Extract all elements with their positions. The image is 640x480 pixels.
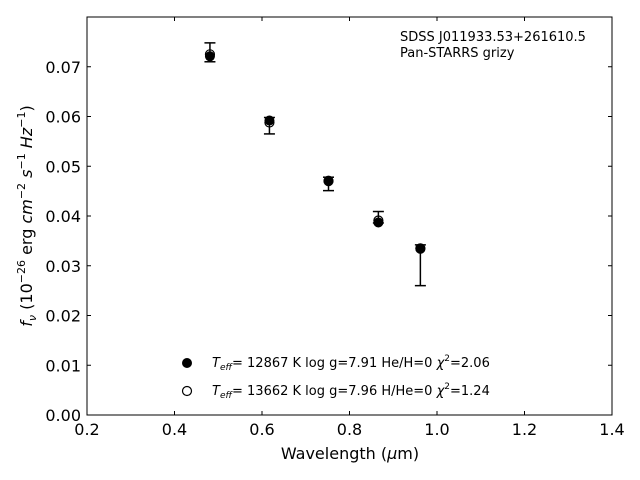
plot-frame [86, 16, 613, 416]
legend: Teff= 12867 K log g=7.91 He/H=0 χ2=2.06 … [181, 354, 490, 401]
x-axis-label: Wavelength (μm) [281, 444, 419, 463]
annotation-line-2: Pan-STARRS grizy [400, 46, 515, 61]
legend-marker-filled [182, 358, 192, 368]
model-point-open [415, 243, 426, 254]
x-tick-label: 0.2 [74, 420, 99, 439]
y-tick-label: 0.06 [45, 108, 81, 127]
model-point-open [204, 49, 216, 60]
x-tick-label: 1.4 [599, 420, 624, 439]
x-tick-label: 0.4 [162, 420, 187, 439]
y-tick-label: 0.04 [45, 207, 81, 226]
x-tick-label: 0.8 [337, 420, 362, 439]
y-axis-label: fν (10−26 erg cm−2 s−1 Hz−1) [15, 105, 39, 326]
model-point-filled [264, 115, 275, 126]
model-point-filled [373, 217, 384, 228]
legend-marker-open [181, 385, 193, 397]
x-tick-label: 1.2 [512, 420, 537, 439]
y-tick-label: 0.03 [45, 257, 81, 276]
x-tick-label: 0.6 [249, 420, 274, 439]
axis-ticks: 0.2 0.4 0.6 0.8 1.0 1.2 1.4 0.00 0.01 0.02 0.03 0.0… [45, 17, 625, 439]
y-tick-label: 0.02 [45, 307, 81, 326]
legend-label-1: Teff= 12867 K log g=7.91 He/H=0 χ2=2.06 [212, 354, 490, 373]
annotation-line-1: SDSS J011933.53+261610.5 [400, 30, 586, 45]
model-point-open [373, 215, 384, 226]
y-tick-label: 0.07 [45, 58, 81, 77]
y-tick-label: 0.01 [45, 356, 81, 375]
model-point-filled [204, 51, 215, 62]
x-tick-label: 1.0 [424, 420, 449, 439]
y-tick-label: 0.00 [45, 406, 81, 425]
plot-content [204, 42, 426, 287]
y-tick-label: 0.05 [45, 157, 81, 176]
model-point-open [323, 176, 334, 187]
model-point-open [264, 117, 275, 128]
legend-label-2: Teff= 13662 K log g=7.96 H/He=0 χ2=1.24 [212, 382, 490, 401]
